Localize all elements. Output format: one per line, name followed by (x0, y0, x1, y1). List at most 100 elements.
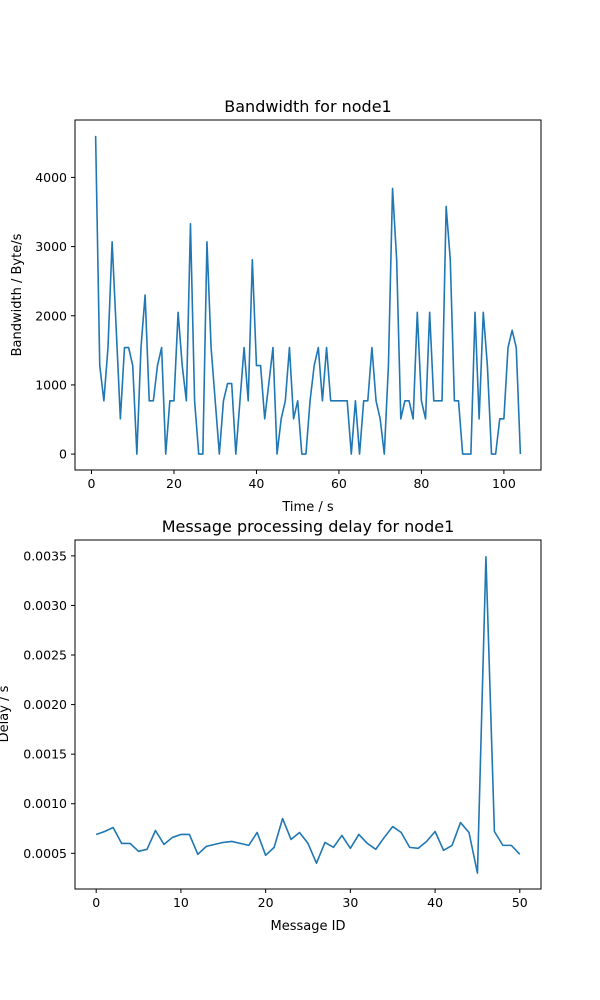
bandwidth-data-point (152, 400, 154, 402)
bandwidth-y-tick-label: 0 (59, 447, 67, 462)
bandwidth-data-point (296, 400, 298, 402)
bandwidth-y-tick-label: 1000 (35, 377, 67, 392)
bandwidth-data-point (156, 364, 158, 366)
bandwidth-data-point (268, 382, 270, 384)
bandwidth-x-tick-label: 0 (88, 476, 96, 491)
bandwidth-data-point (346, 400, 348, 402)
bandwidth-data-point (309, 400, 311, 402)
delay-data-point (502, 844, 504, 846)
bandwidth-data-point (119, 418, 121, 420)
bandwidth-data-point (342, 400, 344, 402)
delay-data-point (205, 845, 207, 847)
bandwidth-data-point (123, 346, 125, 348)
delay-x-tick-label: 40 (427, 895, 443, 910)
bandwidth-data-point (400, 418, 402, 420)
bandwidth-data-point (198, 453, 200, 455)
bandwidth-data-point (247, 400, 249, 402)
delay-data-point (392, 825, 394, 827)
delay-data-point (129, 842, 131, 844)
bandwidth-data-point (202, 453, 204, 455)
bandwidth-data-point (338, 400, 340, 402)
bandwidth-data-point (453, 400, 455, 402)
delay-data-point (459, 821, 461, 823)
bandwidth-y-tick-label: 3000 (35, 239, 67, 254)
delay-chart: Message processing delay for node1 0 10 20… (0, 517, 542, 934)
delay-data-point (197, 853, 199, 855)
bandwidth-data-point (255, 364, 257, 366)
delay-data-point (400, 831, 402, 833)
bandwidth-data-point (503, 418, 505, 420)
delay-x-tick-label: 0 (92, 895, 100, 910)
bandwidth-data-point (169, 400, 171, 402)
bandwidth-data-point (466, 453, 468, 455)
delay-y-tick-label: 0.0025 (23, 648, 67, 663)
delay-y-tick-label: 0.0030 (23, 598, 67, 613)
delay-data-point (366, 842, 368, 844)
bandwidth-y-axis-label: Bandwidth / Byte/s (10, 233, 25, 356)
bandwidth-data-point (235, 453, 237, 455)
delay-data-point (408, 846, 410, 848)
bandwidth-data-point (391, 187, 393, 189)
bandwidth-data-point (313, 364, 315, 366)
delay-data-point (256, 831, 258, 833)
delay-data-point (103, 830, 105, 832)
bandwidth-data-point (329, 400, 331, 402)
bandwidth-data-point (441, 400, 443, 402)
bandwidth-data-point (94, 135, 96, 137)
bandwidth-data-point (292, 418, 294, 420)
bandwidth-data-point (433, 400, 435, 402)
bandwidth-data-point (239, 400, 241, 402)
bandwidth-data-point (193, 400, 195, 402)
bandwidth-data-point (499, 418, 501, 420)
bandwidth-data-point (301, 453, 303, 455)
bandwidth-data-point (218, 453, 220, 455)
delay-data-point (375, 848, 377, 850)
delay-y-tick-label: 0.0005 (23, 846, 67, 861)
bandwidth-data-point (424, 418, 426, 420)
bandwidth-data-point (177, 311, 179, 313)
bandwidth-data-point (321, 400, 323, 402)
bandwidth-data-point (478, 418, 480, 420)
delay-x-tick-label: 20 (258, 895, 274, 910)
bandwidth-data-point (428, 311, 430, 313)
bandwidth-data-point (367, 400, 369, 402)
delay-data-point (476, 872, 478, 874)
bandwidth-data-point (165, 453, 167, 455)
delay-y-tick-label: 0.0010 (23, 796, 67, 811)
bandwidth-data-point (280, 418, 282, 420)
delay-data-point (493, 830, 495, 832)
bandwidth-data-point (226, 382, 228, 384)
delay-data-point (519, 853, 521, 855)
delay-data-point (468, 831, 470, 833)
delay-data-point (239, 842, 241, 844)
bandwidth-data-point (132, 364, 134, 366)
delay-data-point (120, 842, 122, 844)
bandwidth-x-tick-label: 80 (413, 476, 429, 491)
bandwidth-data-point (395, 259, 397, 261)
bandwidth-data-point (99, 364, 101, 366)
delay-y-tick-label: 0.0035 (23, 548, 67, 563)
delay-data-point (510, 844, 512, 846)
delay-data-point (324, 841, 326, 843)
delay-chart-title: Message processing delay for node1 (162, 517, 455, 536)
bandwidth-data-point (387, 364, 389, 366)
delay-plot-area: 0 10 20 30 40 50 0.0005 0.0010 0.0015 0.0020 0.002… (23, 548, 528, 910)
bandwidth-data-point (251, 259, 253, 261)
bandwidth-data-point (515, 346, 517, 348)
bandwidth-data-point (519, 453, 521, 455)
bandwidth-data-point (511, 329, 513, 331)
bandwidth-data-point (111, 241, 113, 243)
delay-data-point (180, 833, 182, 835)
bandwidth-data-point (276, 453, 278, 455)
bandwidth-data-point (474, 311, 476, 313)
bandwidth-series-line (94, 135, 522, 455)
bandwidth-data-point (445, 205, 447, 207)
delay-data-point (485, 556, 487, 558)
bandwidth-y-tick-label: 2000 (35, 308, 67, 323)
bandwidth-data-point (482, 311, 484, 313)
delay-data-point (146, 848, 148, 850)
bandwidth-data-point (507, 346, 509, 348)
bandwidth-data-point (259, 364, 261, 366)
bandwidth-data-point (288, 346, 290, 348)
bandwidth-data-point (362, 400, 364, 402)
